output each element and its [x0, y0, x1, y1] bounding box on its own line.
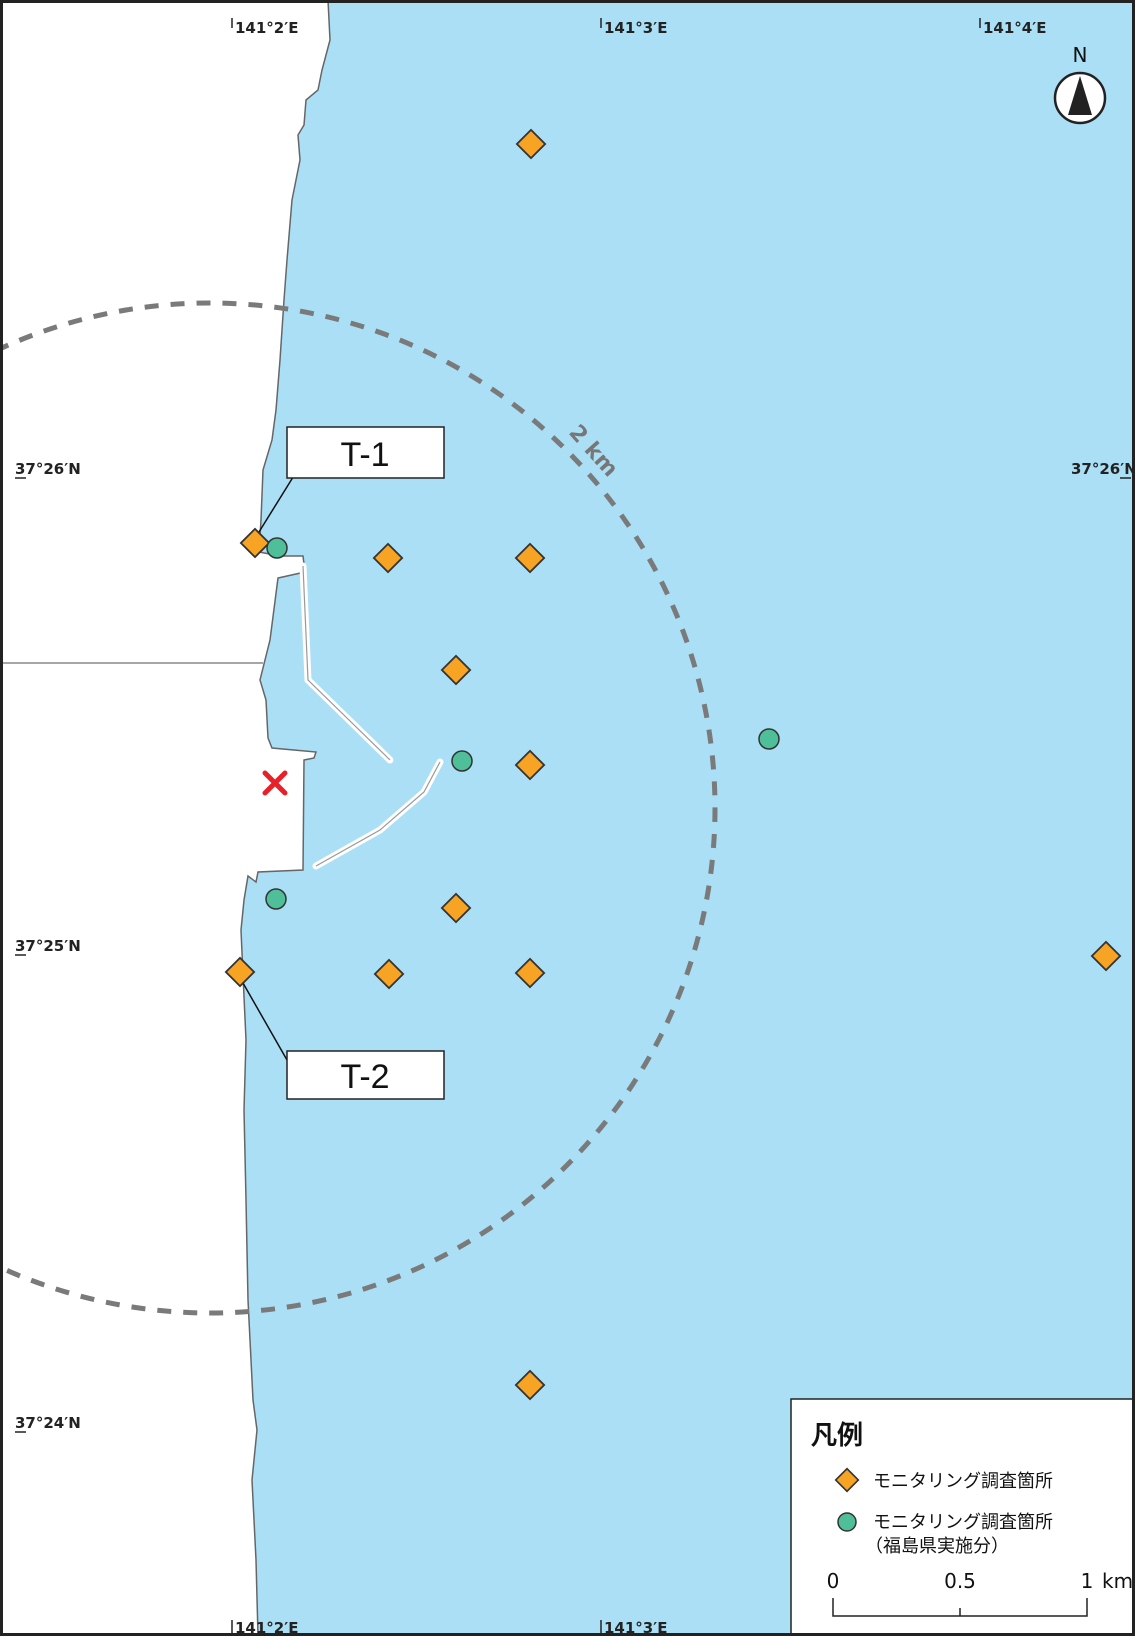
- legend-title: 凡例: [811, 1421, 863, 1451]
- orange-diamond-icon[interactable]: [515, 128, 547, 160]
- callout-label-t2: T-2: [340, 1058, 389, 1096]
- legend-item-2-label-line2: （福島県実施分）: [865, 1536, 1009, 1557]
- lon-label-top-1: 141°2′E: [235, 19, 298, 37]
- orange-diamond-icon[interactable]: [514, 1369, 546, 1401]
- orange-diamond-icon[interactable]: [514, 542, 546, 574]
- lat-label-2: 37°25′N: [15, 937, 81, 955]
- south-breakwater-edge: [315, 761, 441, 867]
- orange-diamond-icon[interactable]: [224, 956, 256, 988]
- legend-item-2-label-line1: モニタリング調査箇所: [873, 1512, 1053, 1533]
- lon-label-bottom-2: 141°3′E: [604, 1619, 667, 1636]
- scale-tick-1: 1: [1081, 1569, 1094, 1593]
- north-breakwater-edge: [302, 565, 391, 761]
- lon-label-top-3: 141°4′E: [983, 19, 1046, 37]
- lat-label-right: 37°26′N: [1071, 460, 1135, 478]
- lat-label-3: 37°24′N: [15, 1414, 81, 1432]
- lon-label-bottom-1: 141°2′E: [235, 1619, 298, 1636]
- monitoring-sites: [224, 128, 1122, 1401]
- orange-diamond-icon: [834, 1467, 860, 1493]
- green-circle-icon[interactable]: [758, 728, 780, 750]
- orange-diamond-icon[interactable]: [514, 957, 546, 989]
- green-circle-icon[interactable]: [265, 888, 287, 910]
- callout-t1: T-1: [286, 426, 445, 479]
- scale-bar: 0 0.5 1 km: [827, 1569, 1133, 1617]
- orange-diamond-icon[interactable]: [440, 654, 472, 686]
- north-arrow-pointer: [1068, 76, 1092, 115]
- prefecture-monitoring-sites: [265, 537, 780, 910]
- callout-leader-t2: [238, 975, 288, 1061]
- callout-box: [286, 1050, 445, 1100]
- green-circle-icon[interactable]: [266, 537, 288, 559]
- green-circle-icon: [837, 1512, 857, 1532]
- callout-t2: T-2: [286, 1050, 445, 1100]
- red-cross-icon: [262, 770, 288, 796]
- green-circle-icon[interactable]: [451, 750, 473, 772]
- land-area: [0, 0, 331, 1636]
- graticule: 141°2′E 141°3′E 141°4′E 141°2′E 141°3′E …: [15, 18, 1135, 1636]
- legend-item-1-label: モニタリング調査箇所: [873, 1471, 1053, 1492]
- callout-box: [286, 426, 445, 479]
- radius-2km-circle: [0, 300, 718, 1316]
- north-arrow-icon: N: [1053, 43, 1107, 125]
- scale-unit: km: [1102, 1569, 1133, 1593]
- orange-diamond-icon[interactable]: [514, 749, 546, 781]
- legend: 凡例 モニタリング調査箇所 モニタリング調査箇所 （福島県実施分） 0 0.5 …: [790, 1398, 1135, 1636]
- callout-leader-t1: [253, 473, 296, 541]
- scale-line: [832, 1598, 1088, 1617]
- orange-diamond-icon[interactable]: [239, 527, 271, 559]
- orange-diamond-icon[interactable]: [373, 958, 405, 990]
- north-label: N: [1073, 43, 1088, 67]
- orange-diamond-icon[interactable]: [1090, 940, 1122, 972]
- callout-label-t1: T-1: [340, 436, 389, 474]
- scale-tick-05: 0.5: [944, 1569, 976, 1593]
- orange-diamond-icon[interactable]: [440, 892, 472, 924]
- scale-tick-0: 0: [827, 1569, 840, 1593]
- lat-label-1: 37°26′N: [15, 460, 81, 478]
- lon-label-top-2: 141°3′E: [604, 19, 667, 37]
- orange-diamond-icon[interactable]: [372, 542, 404, 574]
